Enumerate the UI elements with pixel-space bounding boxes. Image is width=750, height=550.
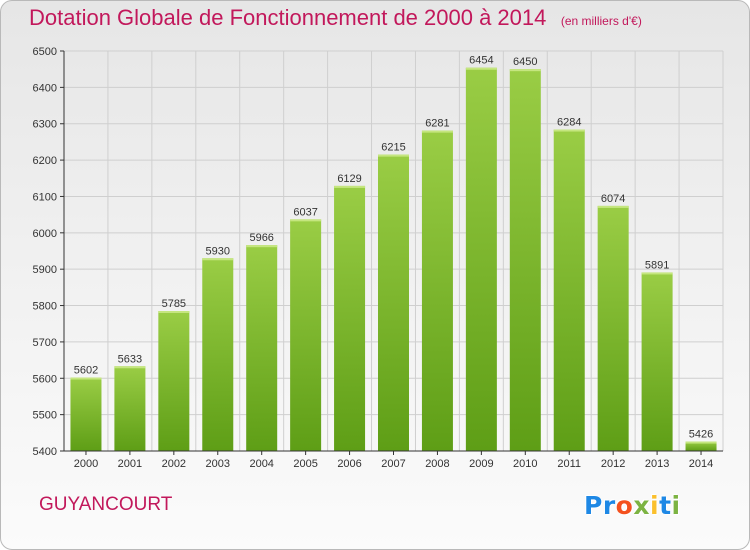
bar — [246, 245, 278, 451]
bar-highlight — [641, 272, 673, 275]
bar — [158, 311, 190, 451]
bars — [70, 67, 717, 452]
bar — [202, 258, 234, 451]
bar-highlight — [597, 205, 629, 208]
bar-highlight — [553, 129, 585, 132]
y-tick-label: 5500 — [33, 410, 57, 422]
y-tick-label: 6100 — [33, 191, 57, 203]
data-label: 5966 — [249, 232, 273, 244]
logo-letter: r — [602, 491, 616, 520]
title-text: Dotation Globale de Fonctionnement de 20… — [29, 5, 547, 30]
bar-highlight — [685, 441, 717, 444]
data-label: 5633 — [118, 353, 142, 365]
data-label: 6281 — [425, 118, 449, 130]
data-label: 5891 — [645, 259, 669, 271]
bar-highlight — [334, 185, 366, 188]
x-tick-label: 2001 — [118, 458, 142, 470]
x-tick-label: 2004 — [249, 458, 273, 470]
y-tick-label: 5900 — [33, 264, 57, 276]
y-tick-label: 6300 — [33, 119, 57, 131]
data-label: 5426 — [689, 429, 713, 441]
bar-highlight — [202, 258, 234, 261]
bar — [290, 219, 322, 451]
logo-letter: x — [633, 491, 650, 520]
bar-highlight — [465, 67, 497, 70]
data-label: 6454 — [469, 55, 493, 67]
x-tick-label: 2014 — [689, 458, 713, 470]
bar — [378, 154, 409, 452]
y-tick-label: 5600 — [33, 373, 57, 385]
bar-highlight — [509, 69, 541, 72]
bar — [465, 67, 497, 452]
x-tick-label: 2012 — [601, 458, 625, 470]
data-label: 6129 — [337, 173, 361, 185]
bar — [114, 366, 146, 451]
bar — [685, 441, 717, 451]
proxiti-logo: Proxiti — [584, 491, 681, 520]
axes: 5400 5500 5600 5700 5800 5900 6000 6100 6200 6300… — [33, 46, 723, 470]
x-tick-label: 2010 — [513, 458, 537, 470]
logo-letter: t — [659, 491, 672, 520]
y-tick-label: 5700 — [33, 337, 57, 349]
data-label: 6215 — [381, 142, 405, 154]
x-tick-label: 2011 — [557, 458, 581, 470]
bar — [334, 185, 366, 451]
data-label: 5785 — [162, 298, 186, 310]
y-tick-label: 6200 — [33, 155, 57, 167]
bar-highlight — [158, 311, 190, 313]
unit-note: (en milliers d'€) — [560, 14, 642, 28]
bar — [421, 130, 453, 452]
x-tick-label: 2009 — [469, 458, 493, 470]
bar-highlight — [246, 245, 278, 248]
y-tick-label: 6000 — [33, 228, 57, 240]
data-labels: 5602 5633 5785 5930 5966 6037 6129 6215 6281 6454… — [74, 55, 714, 441]
y-tick-label: 6500 — [33, 46, 57, 58]
bar — [641, 272, 673, 451]
bar-highlight — [290, 219, 322, 222]
x-tick-label: 2008 — [425, 458, 449, 470]
bar — [70, 377, 102, 451]
commune-name: GUYANCOURT — [39, 494, 173, 515]
y-tick-label: 5400 — [33, 446, 57, 458]
y-tick-label: 6400 — [33, 82, 57, 94]
bar-highlight — [378, 154, 409, 157]
x-tick-label: 2013 — [645, 458, 669, 470]
data-label: 6450 — [513, 56, 537, 68]
logo-letter: o — [615, 491, 634, 520]
logo-letter: P — [584, 491, 603, 520]
x-tick-label: 2006 — [337, 458, 361, 470]
bar — [597, 205, 629, 451]
x-tick-label: 2007 — [381, 458, 405, 470]
data-label: 5930 — [206, 245, 230, 257]
y-tick-label: 5800 — [33, 301, 57, 313]
x-tick-label: 2005 — [293, 458, 317, 470]
data-label: 6037 — [293, 206, 317, 218]
bar — [509, 69, 541, 451]
bar — [553, 129, 585, 451]
bar-highlight — [70, 377, 102, 380]
chart-title: Dotation Globale de Fonctionnement de 20… — [29, 5, 642, 31]
logo-letter: i — [671, 491, 681, 520]
x-tick-label: 2000 — [74, 458, 98, 470]
data-label: 5602 — [74, 365, 98, 377]
bar-highlight — [421, 130, 453, 133]
data-label: 6074 — [601, 193, 625, 205]
data-label: 6284 — [557, 117, 581, 129]
x-tick-label: 2003 — [206, 458, 230, 470]
logo-letter: i — [650, 491, 660, 520]
bar-highlight — [114, 366, 146, 369]
x-tick-label: 2002 — [162, 458, 186, 470]
